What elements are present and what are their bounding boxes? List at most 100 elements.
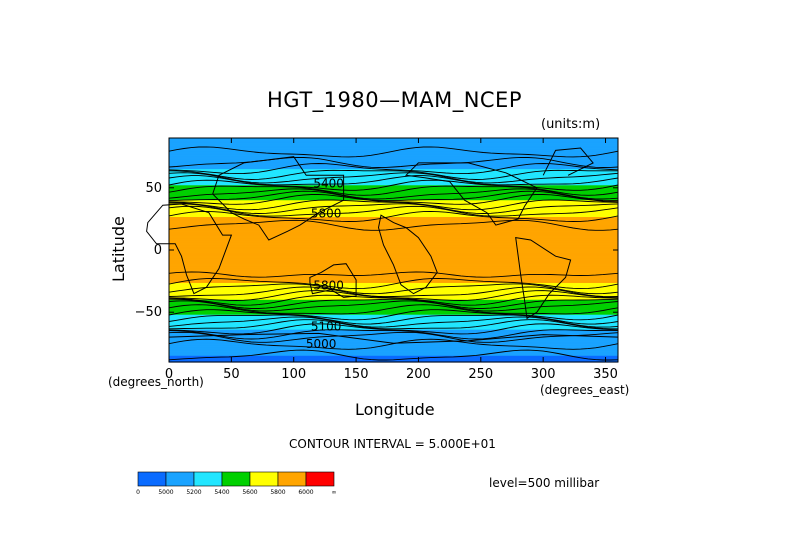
heatmap-band [169, 322, 618, 324]
heatmap-band [169, 247, 618, 249]
heatmap-band [169, 268, 618, 270]
heatmap-band [169, 169, 618, 171]
heatmap-band [169, 279, 618, 282]
heatmap-band [169, 257, 618, 259]
heatmap-band [169, 310, 618, 312]
heatmap-band [169, 209, 618, 211]
heatmap-band [169, 170, 618, 173]
heatmap-band [169, 246, 618, 249]
heatmap-band [169, 198, 618, 200]
heatmap-band [169, 233, 618, 236]
heatmap-band [169, 232, 618, 234]
heatmap-band [169, 342, 618, 344]
heatmap-band [169, 248, 618, 250]
heatmap-band [169, 138, 618, 140]
heatmap-band [169, 141, 618, 143]
x-tick-label: 50 [223, 367, 240, 382]
heatmap-band [169, 189, 618, 191]
contour-line [168, 349, 619, 361]
contour-line [168, 309, 619, 321]
heatmap-band [169, 146, 618, 148]
heatmap-band [169, 337, 618, 339]
heatmap-band [169, 285, 618, 287]
heatmap-band [169, 202, 618, 204]
heatmap-band [169, 337, 618, 339]
heatmap-band [169, 290, 618, 292]
heatmap-band [169, 139, 618, 141]
contour-value-label: 5400 [313, 177, 344, 191]
colorbar-label: 6000 [298, 489, 313, 496]
heatmap-band [169, 213, 618, 215]
heatmap-band [169, 299, 618, 301]
heatmap-band [169, 289, 618, 292]
heatmap-band [169, 226, 618, 228]
heatmap-band [169, 196, 618, 198]
contour-line [168, 163, 619, 175]
heatmap-band [169, 282, 618, 285]
heatmap-band [169, 173, 618, 175]
heatmap-band [169, 143, 618, 145]
heatmap-band [169, 152, 618, 154]
heatmap-band [169, 348, 618, 351]
heatmap-band [169, 178, 618, 180]
heatmap-band [169, 181, 618, 183]
heatmap-band [169, 347, 618, 349]
heatmap-band [169, 176, 618, 178]
x-tick-label: 350 [593, 367, 618, 382]
heatmap-band [169, 186, 618, 188]
heatmap-band [169, 220, 618, 222]
heatmap-band [169, 160, 618, 162]
heatmap-band [169, 212, 618, 214]
y-tick-label: 0 [154, 243, 162, 258]
contour-line [168, 329, 618, 340]
heatmap-band [169, 269, 618, 271]
y-axis-label: Latitude [109, 216, 128, 282]
heatmap-band [169, 309, 618, 311]
heatmap-band [169, 238, 618, 241]
heatmap-band [169, 320, 618, 322]
colorbar-swatch [221, 471, 251, 487]
heatmap-band [169, 167, 618, 169]
heatmap-band [169, 304, 618, 306]
heatmap-band [169, 148, 618, 150]
heatmap-band [169, 162, 618, 165]
heatmap-band [169, 311, 618, 313]
heatmap-band [169, 179, 618, 181]
heatmap-band [169, 339, 618, 341]
heatmap-band [169, 239, 618, 241]
heatmap-band [169, 187, 618, 189]
heatmap-band [169, 162, 618, 164]
heatmap-band [169, 346, 618, 348]
heatmap-band [169, 300, 618, 302]
heatmap-band [169, 357, 618, 359]
heatmap-band [169, 161, 618, 163]
heatmap-band [169, 210, 618, 213]
heatmap-band [169, 286, 618, 288]
contour-line [168, 194, 619, 205]
heatmap-band [169, 171, 618, 173]
heatmap-band [169, 317, 618, 319]
heatmap-band [169, 139, 618, 142]
heatmap-band [169, 216, 618, 218]
heatmap-band [169, 276, 618, 278]
heatmap-band [169, 317, 618, 320]
contour-line [168, 172, 619, 184]
heatmap-band [169, 356, 618, 358]
heatmap-band [169, 153, 618, 155]
heatmap-band [169, 207, 618, 209]
heatmap-band [169, 345, 618, 348]
heatmap-band [169, 223, 618, 225]
heatmap-band [169, 240, 618, 242]
heatmap-band [169, 333, 618, 335]
heatmap-band [169, 294, 618, 297]
x-axis-label: Longitude [355, 400, 435, 419]
heatmap-band [169, 212, 618, 214]
heatmap-band [169, 271, 618, 273]
heatmap-band [169, 315, 618, 318]
heatmap-band [169, 275, 618, 277]
heatmap-band [169, 214, 618, 216]
heatmap-band [169, 198, 618, 201]
contour-value-label: 5800 [313, 279, 344, 293]
heatmap-band [169, 149, 618, 152]
